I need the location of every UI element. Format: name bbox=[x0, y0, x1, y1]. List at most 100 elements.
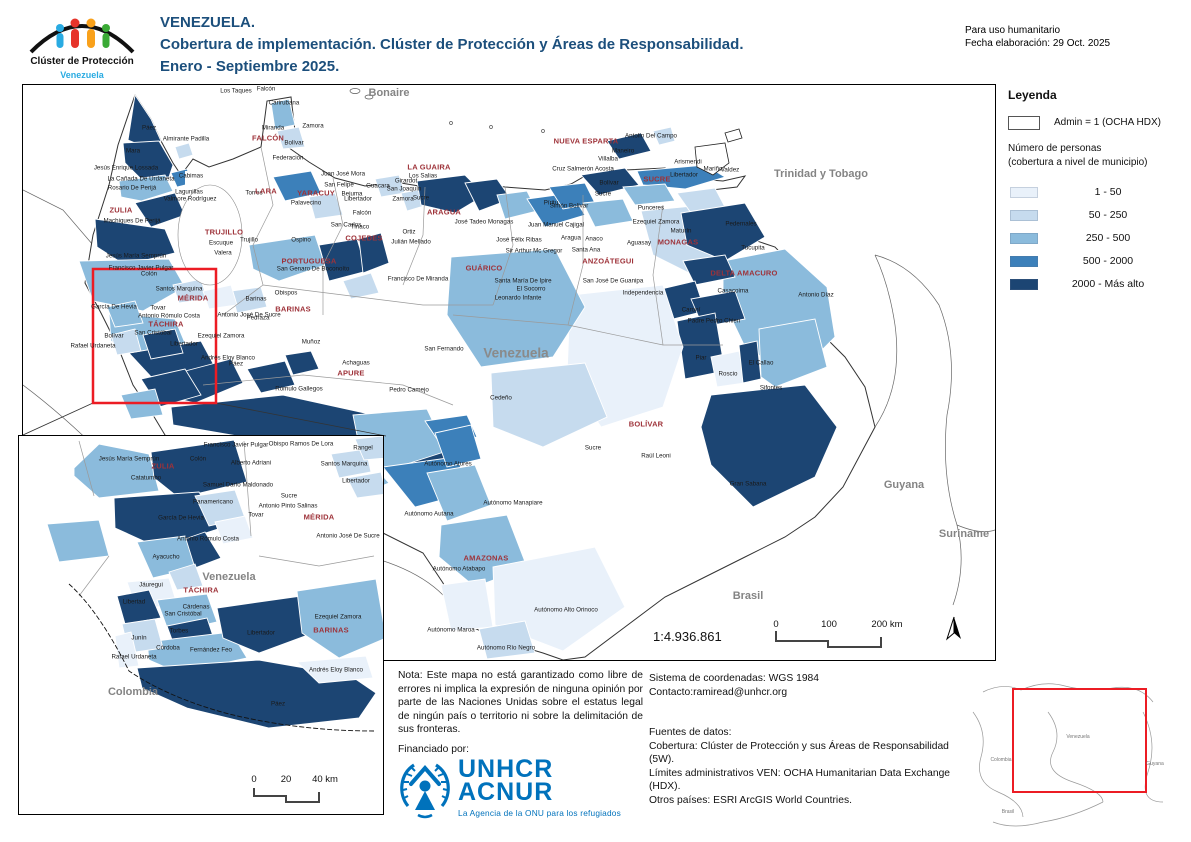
title-line-2: Cobertura de implementación. Clúster de … bbox=[160, 36, 744, 53]
legend-swatch-3 bbox=[1010, 233, 1038, 244]
choropleth-region bbox=[116, 589, 162, 625]
choropleth-region bbox=[150, 439, 248, 499]
logo-org-name: Clúster de Protección bbox=[30, 56, 134, 67]
choropleth-region bbox=[270, 98, 296, 130]
choropleth-region bbox=[426, 464, 492, 522]
cluster-logo: Clúster de Protección Venezuela bbox=[20, 6, 144, 80]
choropleth-region bbox=[295, 655, 374, 684]
header-meta: Para uso humanitario Fecha elaboración: … bbox=[965, 24, 1187, 50]
choropleth-region bbox=[440, 578, 494, 632]
financed-by-label: Financiado por: bbox=[398, 743, 469, 755]
choropleth-region bbox=[652, 126, 676, 146]
choropleth-region bbox=[582, 198, 634, 228]
legend-swatch-5 bbox=[1010, 279, 1038, 290]
inset-choropleth-layer bbox=[46, 436, 383, 729]
locator-extent-rectangle bbox=[1012, 688, 1147, 793]
cluster-logo-icon bbox=[29, 18, 135, 54]
choropleth-region bbox=[118, 174, 174, 202]
title-line-1: VENEZUELA. bbox=[160, 14, 256, 31]
source-other-countries: Otros países: ESRI ArcGIS World Countrie… bbox=[649, 794, 852, 806]
locator-map: Venezuela Colombia Brasil Guyana bbox=[953, 652, 1191, 840]
legend-label-1: 1 - 50 bbox=[1094, 186, 1122, 198]
usage-note: Para uso humanitario bbox=[965, 25, 1061, 36]
admin-boundary-label: Admin = 1 (OCHA HDX) bbox=[1054, 117, 1161, 128]
choropleth-region bbox=[276, 126, 306, 150]
international-border bbox=[68, 583, 375, 732]
inset-scalebar-tick-40: 40 km bbox=[312, 774, 338, 785]
choropleth-region bbox=[758, 318, 828, 388]
locator-coastlines bbox=[972, 683, 1164, 827]
disclaimer-note: Nota: Este mapa no está garantizado como… bbox=[398, 670, 643, 735]
choropleth-region bbox=[78, 258, 186, 312]
unhcr-logo: UNHCR ACNUR La Agencia de la ONU para lo… bbox=[398, 755, 643, 821]
choropleth-region bbox=[358, 232, 390, 274]
legend-class-row: 250 - 500 bbox=[1008, 228, 1188, 251]
locator-canvas bbox=[972, 683, 1164, 827]
unhcr-tagline: La Agencia de la ONU para los refugiados bbox=[458, 808, 621, 818]
legend-label-5: 2000 - Más alto bbox=[1071, 278, 1145, 290]
unhcr-wordmark: UNHCR ACNUR La Agencia de la ONU para lo… bbox=[458, 755, 621, 821]
footer-notes: Nota: Este mapa no está garantizado como… bbox=[398, 669, 643, 821]
choropleth-region bbox=[622, 183, 676, 206]
choropleth-region bbox=[168, 563, 204, 591]
legend-label-2: 50 - 250 bbox=[1088, 209, 1128, 221]
choropleth-region bbox=[680, 202, 766, 262]
choropleth-region bbox=[434, 424, 482, 468]
unhcr-word-es: ACNUR bbox=[458, 778, 554, 806]
choropleth-region bbox=[446, 248, 586, 368]
legend-admin-row: Admin = 1 (OCHA HDX) bbox=[1008, 114, 1188, 132]
choropleth-region bbox=[202, 284, 238, 310]
legend-class-row: 1 - 50 bbox=[1008, 182, 1188, 205]
source-coverage: Cobertura: Clúster de Protección y sus Á… bbox=[649, 740, 949, 766]
unhcr-word-en: UNHCR bbox=[458, 755, 554, 783]
choropleth-region bbox=[272, 170, 322, 202]
choropleth-region bbox=[214, 515, 254, 545]
choropleth-region bbox=[73, 443, 160, 499]
logo-country-name: Venezuela bbox=[60, 70, 104, 80]
choropleth-region bbox=[106, 300, 144, 328]
choropleth-region bbox=[330, 448, 372, 479]
inset-leader-line-right bbox=[215, 402, 387, 437]
inset-map-canvas bbox=[46, 436, 383, 803]
inset-scalebar-tick-0: 0 bbox=[251, 774, 257, 785]
inset-extent-rectangle bbox=[91, 267, 218, 405]
inset-scalebar bbox=[253, 788, 320, 803]
choropleth-region bbox=[636, 164, 727, 190]
choropleth-region bbox=[110, 328, 142, 356]
choropleth-region bbox=[122, 140, 174, 180]
choropleth-region bbox=[374, 174, 406, 198]
island-outlines bbox=[349, 88, 743, 176]
choropleth-region bbox=[174, 142, 194, 160]
legend: Leyenda Admin = 1 (OCHA HDX) Número de p… bbox=[1008, 88, 1188, 297]
inset-leader-line-left bbox=[23, 402, 94, 436]
source-admin-limits: Límites administrativos VEN: OCHA Humani… bbox=[649, 767, 951, 793]
choropleth-region bbox=[478, 620, 536, 660]
choropleth-region bbox=[342, 272, 380, 300]
choropleth-region bbox=[490, 362, 608, 448]
people-icons bbox=[56, 18, 110, 48]
title-line-3: Enero - Septiembre 2025. bbox=[160, 58, 340, 75]
sources-title: Fuentes de datos: bbox=[649, 727, 732, 738]
legend-label-4: 500 - 2000 bbox=[1082, 255, 1134, 267]
choropleth-region bbox=[354, 436, 383, 461]
choropleth-region bbox=[246, 360, 296, 394]
inset-admin-borders bbox=[78, 440, 375, 597]
legend-class-row: 50 - 250 bbox=[1008, 205, 1188, 228]
choropleth-region bbox=[296, 578, 383, 659]
choropleth-region bbox=[682, 254, 736, 286]
legend-swatch-2 bbox=[1010, 210, 1038, 221]
choropleth-region bbox=[114, 631, 140, 669]
choropleth-region bbox=[46, 519, 110, 563]
choropleth-region bbox=[248, 234, 326, 282]
inset-map: Jesús María Semprún Colón Francisco Javier… bbox=[18, 435, 384, 815]
scalebar-tick-200: 200 km bbox=[871, 619, 903, 630]
page-title: VENEZUELA. Cobertura de implementación. … bbox=[160, 12, 960, 78]
legend-label-3: 250 - 500 bbox=[1085, 232, 1131, 244]
scalebar-tick-0: 0 bbox=[773, 619, 779, 630]
admin-boundary-swatch bbox=[1008, 116, 1040, 130]
lake-maracaibo bbox=[177, 171, 243, 286]
north-arrow-icon bbox=[945, 616, 961, 641]
scalebar-tick-100: 100 bbox=[821, 619, 837, 630]
choropleth-region bbox=[216, 595, 317, 654]
